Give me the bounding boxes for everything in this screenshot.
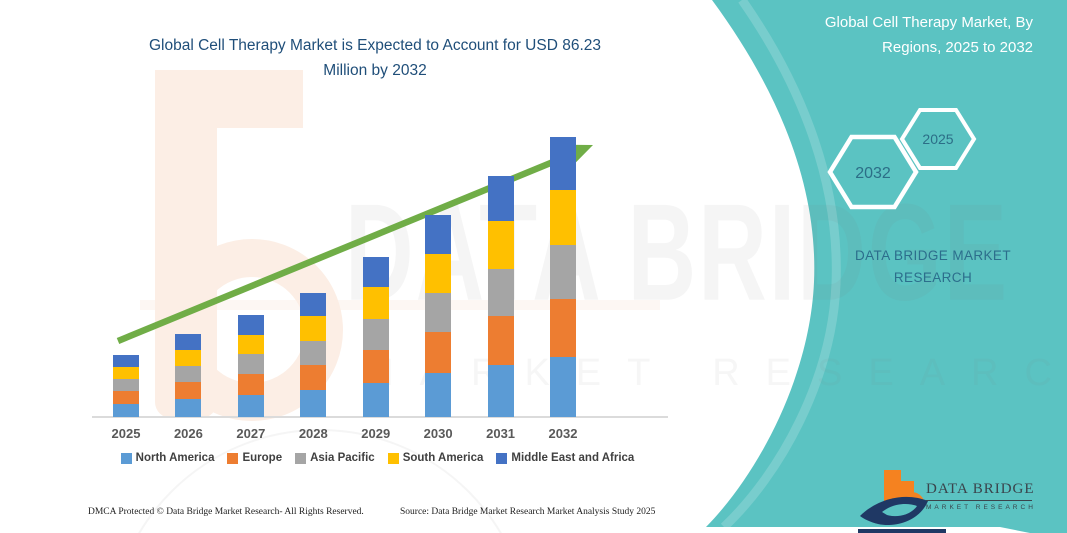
bar-segment-europe: [300, 365, 327, 391]
bar-segment-middle-east-and-africa: [550, 137, 576, 191]
bar-segment-asia-pacific: [300, 340, 327, 366]
legend-item-middle-east-and-africa: Middle East and Africa: [496, 452, 634, 464]
bar-segment-asia-pacific: [237, 354, 264, 375]
bar-segment-south-america: [237, 334, 264, 355]
legend-swatch: [496, 452, 508, 464]
chart-legend: North America Europe Asia Pacific South Ame…: [85, 452, 670, 464]
legend-label: Europe: [242, 452, 283, 464]
legend-swatch: [120, 452, 132, 464]
x-axis-label-2025: 2025: [111, 426, 141, 441]
logo-underline: [926, 500, 1032, 501]
bar-segment-north-america: [487, 365, 514, 417]
bar-segment-north-america: [300, 390, 327, 417]
bar-segment-north-america: [113, 403, 139, 417]
legend-label: Middle East and Africa: [511, 452, 635, 464]
bar-segment-europe: [550, 299, 576, 357]
x-axis-label-2028: 2028: [298, 426, 328, 441]
footer-source-text: Source: Data Bridge Market Research Mark…: [400, 507, 656, 517]
bar-segment-south-america: [175, 349, 202, 367]
legend-item-europe: Europe: [227, 452, 282, 464]
bar-segment-south-america: [113, 366, 139, 379]
x-axis-label-2029: 2029: [361, 426, 391, 441]
x-axis-label-2032: 2032: [548, 426, 578, 441]
bar-segment-south-america: [362, 287, 389, 319]
bar-segment-europe: [237, 374, 264, 395]
bar-segment-asia-pacific: [113, 379, 139, 392]
legend-swatch: [387, 452, 399, 464]
bar-segment-middle-east-and-africa: [362, 256, 389, 288]
bar-segment-asia-pacific: [550, 244, 576, 300]
bar-segment-north-america: [425, 373, 452, 417]
bar-segment-asia-pacific: [362, 318, 389, 350]
chart-title-line2: Million by 2032: [323, 62, 427, 79]
bar-segment-europe: [487, 315, 514, 366]
bar-segment-europe: [425, 332, 452, 374]
bar-segment-europe: [175, 382, 202, 400]
bar-segment-south-america: [300, 316, 327, 341]
legend-label: South America: [402, 452, 484, 464]
bar-segment-north-america: [362, 382, 389, 417]
bar-segment-asia-pacific: [425, 292, 452, 333]
bar-segment-asia-pacific: [487, 268, 514, 316]
legend-item-north-america: North America: [120, 452, 215, 464]
legend-item-south-america: South America: [387, 452, 484, 464]
legend-swatch: [295, 452, 307, 464]
bar-segment-middle-east-and-africa: [237, 315, 264, 335]
bar-segment-europe: [362, 349, 389, 383]
chart-title: Global Cell Therapy Market is Expected t…: [75, 33, 675, 83]
bar-segment-south-america: [550, 190, 576, 245]
x-axis-label-2030: 2030: [423, 426, 453, 441]
legend-swatch: [227, 452, 239, 464]
bar-segment-asia-pacific: [175, 366, 202, 383]
bar-segment-middle-east-and-africa: [300, 292, 327, 317]
bar-segment-middle-east-and-africa: [113, 354, 139, 367]
footer-dmca-text: DMCA Protected © Data Bridge Market Rese…: [88, 507, 364, 517]
x-axis-label-2031: 2031: [486, 426, 516, 441]
legend-item-asia-pacific: Asia Pacific: [295, 452, 375, 464]
bar-segment-north-america: [237, 394, 264, 417]
x-axis-label-2027: 2027: [236, 426, 266, 441]
chart-title-line1: Global Cell Therapy Market is Expected t…: [148, 37, 602, 54]
bar-segment-middle-east-and-africa: [487, 176, 514, 222]
legend-label: North America: [135, 452, 215, 464]
bar-segment-south-america: [487, 221, 514, 269]
bar-segment-middle-east-and-africa: [175, 333, 202, 350]
bar-segment-middle-east-and-africa: [425, 214, 452, 254]
logo-sub-text: MARKET RESEARCH: [926, 504, 1036, 511]
logo-name-text: DATA BRIDGE: [926, 481, 1035, 497]
bar-segment-north-america: [550, 356, 576, 417]
bar-segment-north-america: [175, 399, 202, 417]
x-axis-line: [92, 416, 668, 418]
bar-segment-europe: [113, 391, 139, 404]
x-axis-label-2026: 2026: [173, 426, 203, 441]
bar-segment-south-america: [425, 253, 452, 293]
legend-label: Asia Pacific: [310, 452, 375, 464]
